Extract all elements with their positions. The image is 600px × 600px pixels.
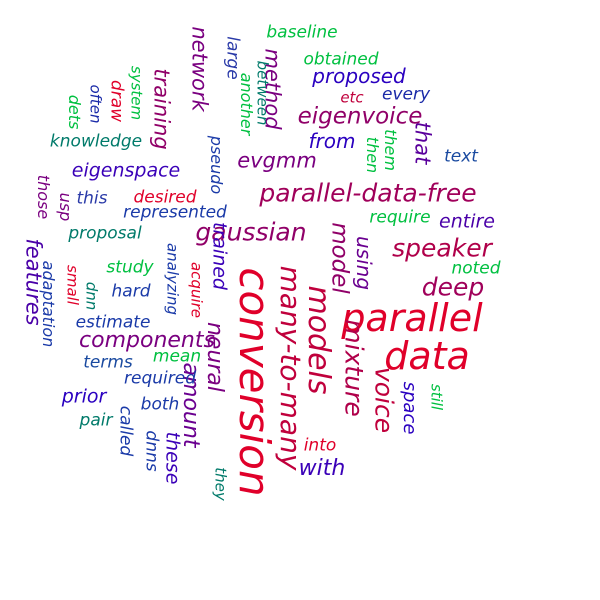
word-using: using	[352, 235, 376, 291]
word-from: from	[308, 129, 356, 153]
word-pair: pair	[79, 410, 113, 431]
word-noted: noted	[451, 258, 501, 279]
word-prior: prior	[61, 385, 107, 408]
word-often: often	[86, 84, 105, 124]
word-trained: trained	[208, 222, 231, 290]
word-analyzing: analyzing	[163, 242, 182, 316]
word-study: study	[106, 257, 154, 278]
word-mixture: mixture	[339, 319, 369, 417]
word-knowledge: knowledge	[49, 131, 143, 152]
word-these: these	[161, 431, 184, 485]
word-etc: etc	[340, 88, 364, 107]
word-space: space	[399, 381, 420, 435]
word-called: called	[115, 405, 136, 457]
word-still: still	[427, 383, 446, 411]
word-this: this	[76, 188, 108, 209]
word-into: into	[303, 435, 337, 456]
word-require: require	[369, 207, 431, 228]
word-models: models	[301, 285, 336, 395]
word-every: every	[381, 84, 431, 105]
word-many-to-many: many-to-many	[274, 265, 307, 471]
word-then: then	[363, 136, 382, 174]
word-components: components	[79, 328, 215, 353]
word-deep: deep	[421, 272, 485, 302]
word-those: those	[34, 174, 53, 220]
word-speaker: speaker	[392, 233, 492, 263]
word-between: between	[253, 60, 272, 126]
word-baseline: baseline	[266, 22, 338, 43]
word-data: data	[384, 334, 470, 378]
word-draw: draw	[106, 79, 127, 123]
word-them: them	[381, 129, 400, 171]
word-represented: represented	[123, 202, 227, 223]
word-pseudo: pseudo	[207, 135, 226, 195]
word-dnns: dnns	[141, 430, 162, 472]
word-dnn: dnn	[82, 281, 101, 311]
word-eigenspace: eigenspace	[71, 159, 181, 182]
word-eigenvoice: eigenvoice	[297, 103, 423, 130]
word-conversion: conversion	[230, 267, 279, 497]
word-with: with	[298, 456, 346, 481]
word-voice: voice	[369, 366, 399, 434]
word-acquire: acquire	[187, 261, 206, 319]
word-estimate: estimate	[75, 312, 151, 333]
word-parallel: parallel	[341, 296, 483, 340]
word-adaptation: adaptation	[39, 260, 58, 348]
word-that: that	[410, 121, 435, 165]
word-another: another	[237, 72, 256, 136]
word-obtained: obtained	[303, 49, 379, 70]
word-training: training	[149, 68, 174, 150]
word-model: model	[326, 222, 353, 294]
word-required: required	[124, 368, 196, 389]
word-small: small	[63, 265, 82, 305]
word-proposed: proposed	[312, 64, 406, 88]
word-dets: dets	[65, 94, 84, 130]
word-text: text	[444, 146, 478, 167]
word-terms: terms	[83, 352, 133, 373]
word-they: they	[211, 467, 230, 501]
word-entire: entire	[439, 210, 495, 233]
word-both: both	[140, 394, 180, 415]
word-mean: mean	[152, 346, 202, 367]
word-parallel-data-free: parallel-data-free	[259, 178, 477, 208]
word-network: network	[187, 26, 212, 112]
word-proposal: proposal	[68, 223, 142, 244]
word-usp: usp	[56, 192, 75, 222]
word-gaussian: gaussian	[195, 217, 307, 247]
word-hard: hard	[111, 281, 151, 302]
word-evgmm: evgmm	[237, 148, 317, 173]
word-system: system	[127, 65, 146, 121]
word-desired: desired	[133, 187, 197, 208]
